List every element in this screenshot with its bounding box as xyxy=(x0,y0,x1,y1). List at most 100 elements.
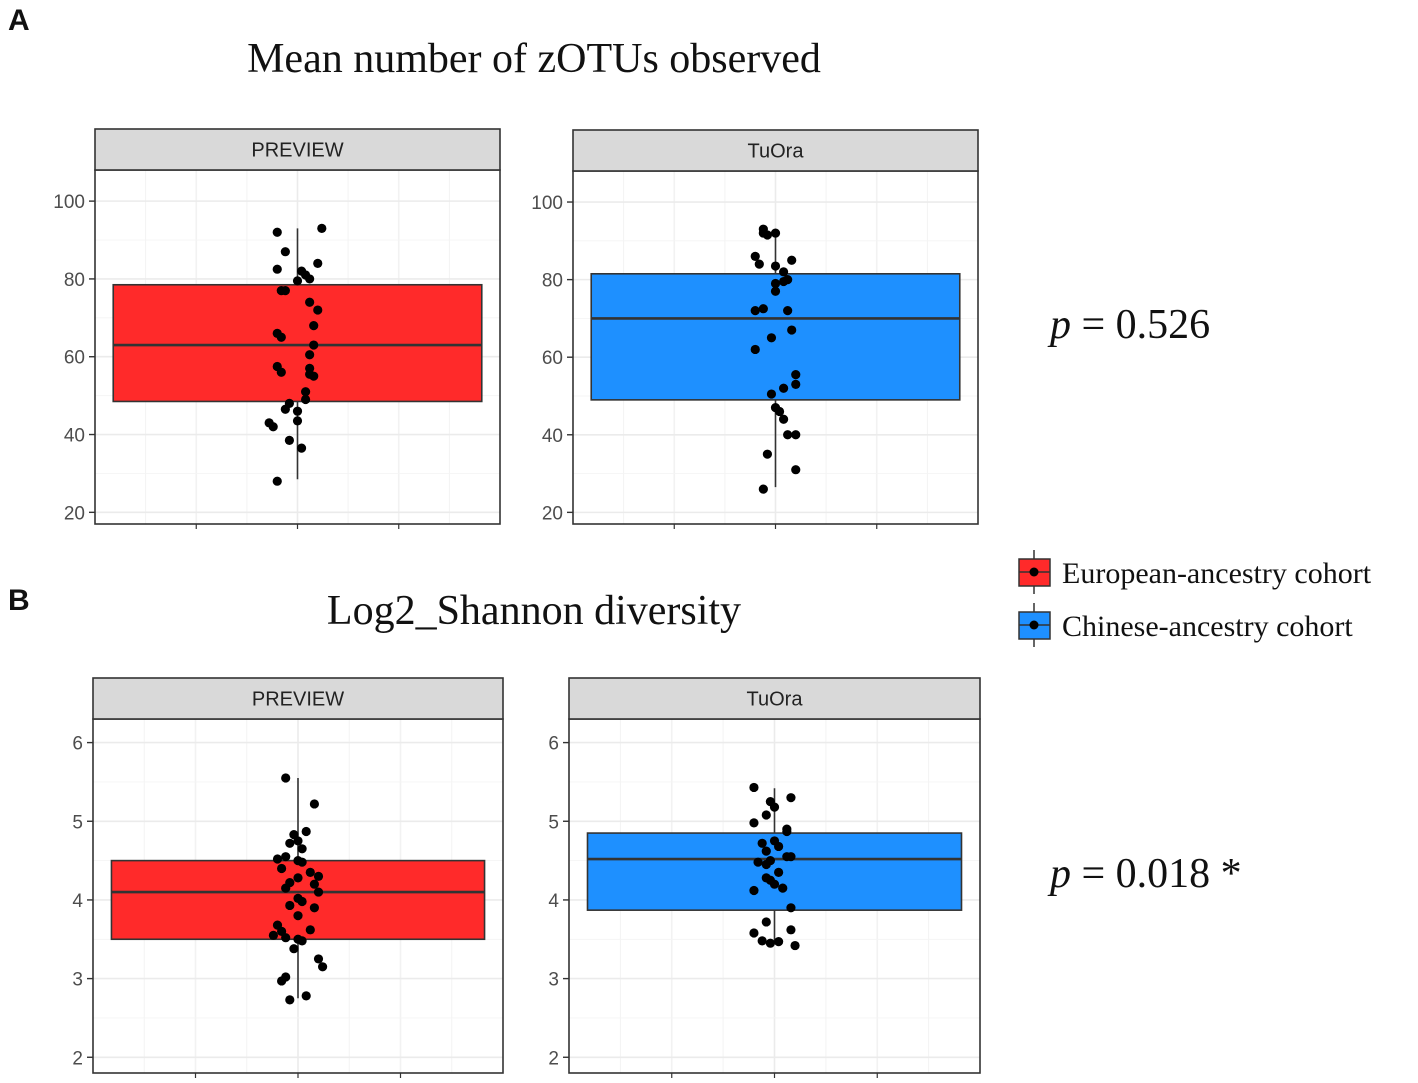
data-point xyxy=(769,802,780,812)
y-tick-label: 80 xyxy=(542,271,563,292)
data-point xyxy=(289,944,299,954)
data-point xyxy=(268,422,278,432)
data-point xyxy=(761,846,771,856)
data-point xyxy=(786,903,796,913)
data-point xyxy=(313,305,323,315)
y-tick-label: 3 xyxy=(548,970,559,991)
data-point xyxy=(770,228,781,238)
legend: European-ancestry cohort Chinese-ancestr… xyxy=(1018,550,1372,647)
data-point xyxy=(766,389,777,399)
y-tick-label: 60 xyxy=(542,348,563,369)
data-point xyxy=(272,854,283,864)
y-tick-label: 40 xyxy=(542,426,563,447)
data-point xyxy=(779,383,789,393)
data-point xyxy=(749,885,759,896)
data-point xyxy=(305,350,315,360)
data-point xyxy=(285,838,295,848)
data-point xyxy=(757,838,767,848)
data-point xyxy=(292,416,303,426)
y-tick-label: 5 xyxy=(548,812,559,833)
data-point xyxy=(309,340,319,350)
y-tick-label: 6 xyxy=(548,734,559,755)
data-point xyxy=(297,896,307,907)
data-point xyxy=(297,857,307,867)
data-point xyxy=(301,387,311,397)
facet-strip xyxy=(568,677,981,720)
legend-label: European-ancestry cohort xyxy=(1062,557,1372,590)
data-point xyxy=(285,900,295,911)
facet-preview-zotus: PREVIEW 20 40 60 80 100 xyxy=(53,128,501,529)
data-point xyxy=(292,276,303,286)
data-point xyxy=(791,370,801,380)
data-point xyxy=(779,414,789,424)
y-tick-label: 2 xyxy=(72,1048,83,1069)
data-point xyxy=(309,371,319,381)
data-point xyxy=(313,887,324,897)
data-point xyxy=(318,962,328,972)
panel-a-letter: A xyxy=(8,4,30,37)
data-point xyxy=(774,841,784,852)
data-point xyxy=(292,406,303,416)
data-point xyxy=(783,430,793,440)
data-point xyxy=(770,261,781,271)
data-point xyxy=(791,379,801,389)
p-value-text: = 0.018 * xyxy=(1071,851,1242,897)
data-point xyxy=(779,276,789,287)
data-point xyxy=(765,938,775,948)
data-point xyxy=(284,435,294,445)
legend-label: Chinese-ancestry cohort xyxy=(1062,610,1353,643)
y-tick-label: 100 xyxy=(531,193,563,214)
data-point xyxy=(770,278,781,289)
data-point xyxy=(774,406,785,417)
data-point xyxy=(293,836,303,846)
data-point xyxy=(301,394,311,405)
data-point xyxy=(277,976,287,986)
data-point xyxy=(296,443,307,453)
data-point xyxy=(297,844,307,854)
facet-strip xyxy=(92,677,504,720)
p-value-text: = 0.526 xyxy=(1071,302,1210,348)
data-point xyxy=(762,230,773,240)
data-point xyxy=(309,879,319,889)
panel-a-p-value: p = 0.526 xyxy=(1047,302,1210,348)
data-point xyxy=(301,826,311,837)
y-tick-label: 2 xyxy=(548,1048,559,1069)
p-symbol: p xyxy=(1047,302,1071,348)
data-point xyxy=(272,227,282,237)
y-tick-label: 20 xyxy=(542,503,563,524)
data-point xyxy=(761,810,771,820)
data-point xyxy=(774,937,784,947)
data-point xyxy=(787,255,797,265)
data-point xyxy=(757,936,767,946)
data-point xyxy=(268,930,278,940)
facet-strip xyxy=(572,129,979,172)
panel-b-p-value: p = 0.018 * xyxy=(1047,851,1242,897)
data-point xyxy=(766,333,777,343)
data-point xyxy=(749,818,759,828)
data-point xyxy=(790,940,800,951)
data-point xyxy=(778,883,788,893)
data-point xyxy=(305,274,315,284)
y-tick-label: 80 xyxy=(64,270,85,291)
legend-key-point xyxy=(1029,620,1039,630)
legend-key-point xyxy=(1029,567,1039,577)
data-point xyxy=(276,332,286,342)
data-point xyxy=(280,247,290,257)
data-point xyxy=(280,404,290,414)
data-point xyxy=(313,871,324,881)
facet-strip xyxy=(94,128,501,171)
data-point xyxy=(791,465,801,475)
data-point xyxy=(272,476,282,486)
data-point xyxy=(786,793,796,803)
facet-strip-label: PREVIEW xyxy=(251,140,343,162)
box-iqr xyxy=(112,283,483,403)
data-point xyxy=(281,883,291,893)
data-point xyxy=(782,826,792,837)
panel-a-title: Mean number of zOTUs observed xyxy=(247,36,821,82)
data-point xyxy=(272,264,282,274)
data-point xyxy=(770,286,781,296)
y-tick-label: 6 xyxy=(72,734,83,755)
data-point xyxy=(782,852,792,862)
data-point xyxy=(769,879,780,889)
